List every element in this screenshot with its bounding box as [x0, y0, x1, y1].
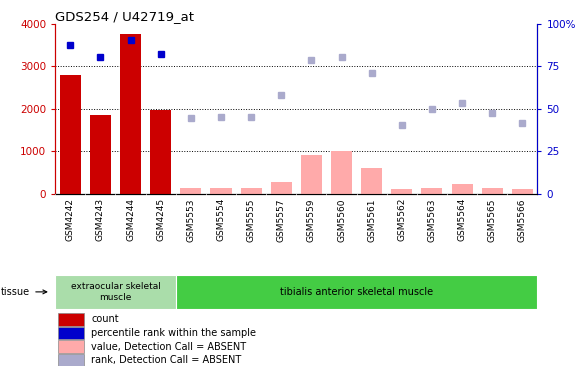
Bar	[176, 274, 537, 309]
Bar	[58, 327, 84, 339]
Text: GSM4245: GSM4245	[156, 198, 165, 241]
Text: extraocular skeletal
muscle: extraocular skeletal muscle	[70, 282, 160, 302]
Bar	[120, 34, 141, 194]
Text: GSM5561: GSM5561	[367, 198, 376, 242]
Bar	[391, 189, 413, 194]
Text: percentile rank within the sample: percentile rank within the sample	[91, 328, 256, 338]
Text: value, Detection Call = ABSENT: value, Detection Call = ABSENT	[91, 342, 246, 352]
Bar	[58, 313, 84, 326]
Bar	[58, 354, 84, 366]
Bar	[60, 75, 81, 194]
Text: GSM5564: GSM5564	[458, 198, 467, 242]
Text: GSM5554: GSM5554	[217, 198, 225, 242]
Bar	[210, 188, 231, 194]
Bar	[241, 188, 261, 194]
Bar	[90, 115, 111, 194]
Text: tissue: tissue	[1, 287, 46, 297]
Text: count: count	[91, 314, 119, 325]
Bar	[361, 168, 382, 194]
Text: GSM5560: GSM5560	[337, 198, 346, 242]
Text: GSM5555: GSM5555	[246, 198, 256, 242]
Text: GSM5557: GSM5557	[277, 198, 286, 242]
Text: GSM5559: GSM5559	[307, 198, 316, 242]
Text: GDS254 / U42719_at: GDS254 / U42719_at	[55, 10, 194, 23]
Bar	[512, 189, 533, 194]
Text: GSM5565: GSM5565	[487, 198, 497, 242]
Text: GSM4243: GSM4243	[96, 198, 105, 241]
Bar	[482, 188, 503, 194]
Bar	[180, 188, 202, 194]
Bar	[58, 340, 84, 353]
Text: GSM4244: GSM4244	[126, 198, 135, 241]
Text: GSM5553: GSM5553	[187, 198, 195, 242]
Text: GSM5563: GSM5563	[428, 198, 436, 242]
Text: GSM5566: GSM5566	[518, 198, 527, 242]
Bar	[301, 155, 322, 194]
Bar	[331, 150, 352, 194]
Text: rank, Detection Call = ABSENT: rank, Detection Call = ABSENT	[91, 355, 242, 365]
Text: tibialis anterior skeletal muscle: tibialis anterior skeletal muscle	[280, 287, 433, 297]
Text: GSM5562: GSM5562	[397, 198, 406, 242]
Bar	[150, 110, 171, 194]
Bar	[421, 188, 443, 194]
Bar	[271, 183, 292, 194]
Bar	[55, 274, 176, 309]
Text: GSM4242: GSM4242	[66, 198, 75, 241]
Bar	[451, 184, 472, 194]
